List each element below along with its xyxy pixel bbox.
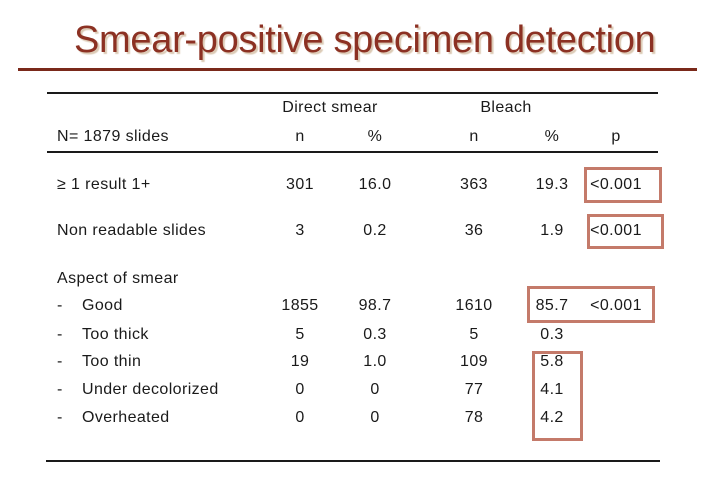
table-row-label: Good xyxy=(82,297,123,314)
table-row-label: Non readable slides xyxy=(57,222,207,239)
row-bullet: - xyxy=(57,326,63,343)
table-cell: 98.7 xyxy=(358,297,392,314)
highlight-box-good-row xyxy=(527,286,655,323)
table-cell: 77 xyxy=(464,381,484,398)
table-cell: 36 xyxy=(464,222,484,239)
row-bullet: - xyxy=(57,297,63,314)
table-header-border xyxy=(47,151,658,153)
table-cell: <0.001 xyxy=(590,176,642,193)
row-bullet: - xyxy=(57,353,63,370)
table-cell: 1.9 xyxy=(540,222,564,239)
table-cell: <0.001 xyxy=(590,222,642,239)
highlight-box-p-nonreadable xyxy=(587,214,664,249)
column-group-bleach: Bleach xyxy=(480,99,532,116)
table-row-label: Under decolorized xyxy=(82,381,219,398)
table-cell: 3 xyxy=(295,222,305,239)
table-cell: 363 xyxy=(460,176,488,193)
highlight-box-bleach-pct xyxy=(532,351,583,441)
table-cell: 0.2 xyxy=(363,222,387,239)
column-header-n-direct: n xyxy=(295,128,305,145)
column-group-direct-smear: Direct smear xyxy=(282,99,378,116)
column-header-p: p xyxy=(611,128,621,145)
row-bullet: - xyxy=(57,381,63,398)
table-cell: 0 xyxy=(295,409,305,426)
table-cell: 0.3 xyxy=(363,326,387,343)
column-header-n-bleach: n xyxy=(469,128,479,145)
row-bullet: - xyxy=(57,409,63,426)
table-cell: 109 xyxy=(460,353,488,370)
slide-title: Smear-positive specimen detection xyxy=(74,19,656,61)
table-cell: 301 xyxy=(286,176,314,193)
table-cell: 0 xyxy=(295,381,305,398)
highlight-box-p-result xyxy=(584,167,662,203)
column-header-pct-bleach: % xyxy=(544,128,560,145)
table-cell: 5 xyxy=(469,326,479,343)
table-corner-label: N= 1879 slides xyxy=(57,128,169,145)
table-row-label: Too thick xyxy=(82,326,149,343)
table-cell: <0.001 xyxy=(590,297,642,314)
title-underline xyxy=(18,68,697,71)
table-cell: 4.2 xyxy=(540,409,564,426)
table-row-label: Too thin xyxy=(82,353,142,370)
table-row-label: Overheated xyxy=(82,409,170,426)
table-cell: 1855 xyxy=(281,297,319,314)
table-cell: 16.0 xyxy=(358,176,392,193)
section-row-label: Aspect of smear xyxy=(57,270,179,287)
table-cell: 0 xyxy=(370,409,380,426)
table-row-label: ≥ 1 result 1+ xyxy=(57,176,151,193)
column-header-pct-direct: % xyxy=(367,128,383,145)
table-cell: 5 xyxy=(295,326,305,343)
table-top-border xyxy=(47,92,658,94)
table-cell: 5.8 xyxy=(540,353,564,370)
table-cell: 1.0 xyxy=(363,353,387,370)
table-bottom-border xyxy=(46,460,660,462)
table-cell: 85.7 xyxy=(535,297,569,314)
table-cell: 4.1 xyxy=(540,381,564,398)
table-cell: 1610 xyxy=(455,297,493,314)
table-cell: 78 xyxy=(464,409,484,426)
table-cell: 0.3 xyxy=(540,326,564,343)
table-cell: 19.3 xyxy=(535,176,569,193)
table-cell: 19 xyxy=(290,353,310,370)
table-cell: 0 xyxy=(370,381,380,398)
